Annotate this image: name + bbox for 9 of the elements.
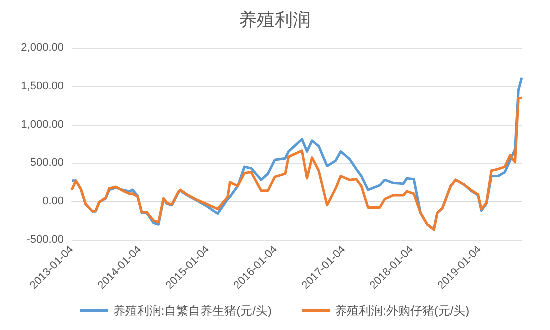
y-tick-label: 0.00 — [42, 196, 64, 208]
y-tick-label: 1,500.00 — [21, 80, 64, 92]
y-tick-label: 1,000.00 — [21, 118, 64, 131]
y-tick-label: -500.00 — [26, 234, 64, 246]
legend-label: 养殖利润:外购仔猪(元/头) — [335, 304, 470, 318]
y-tick-label: 2,000.00 — [21, 42, 64, 54]
legend-label: 养殖利润:自繁自养生猪(元/头) — [113, 304, 272, 318]
chart-title: 养殖利润 — [239, 10, 311, 30]
y-tick-label: 500.00 — [30, 157, 64, 170]
